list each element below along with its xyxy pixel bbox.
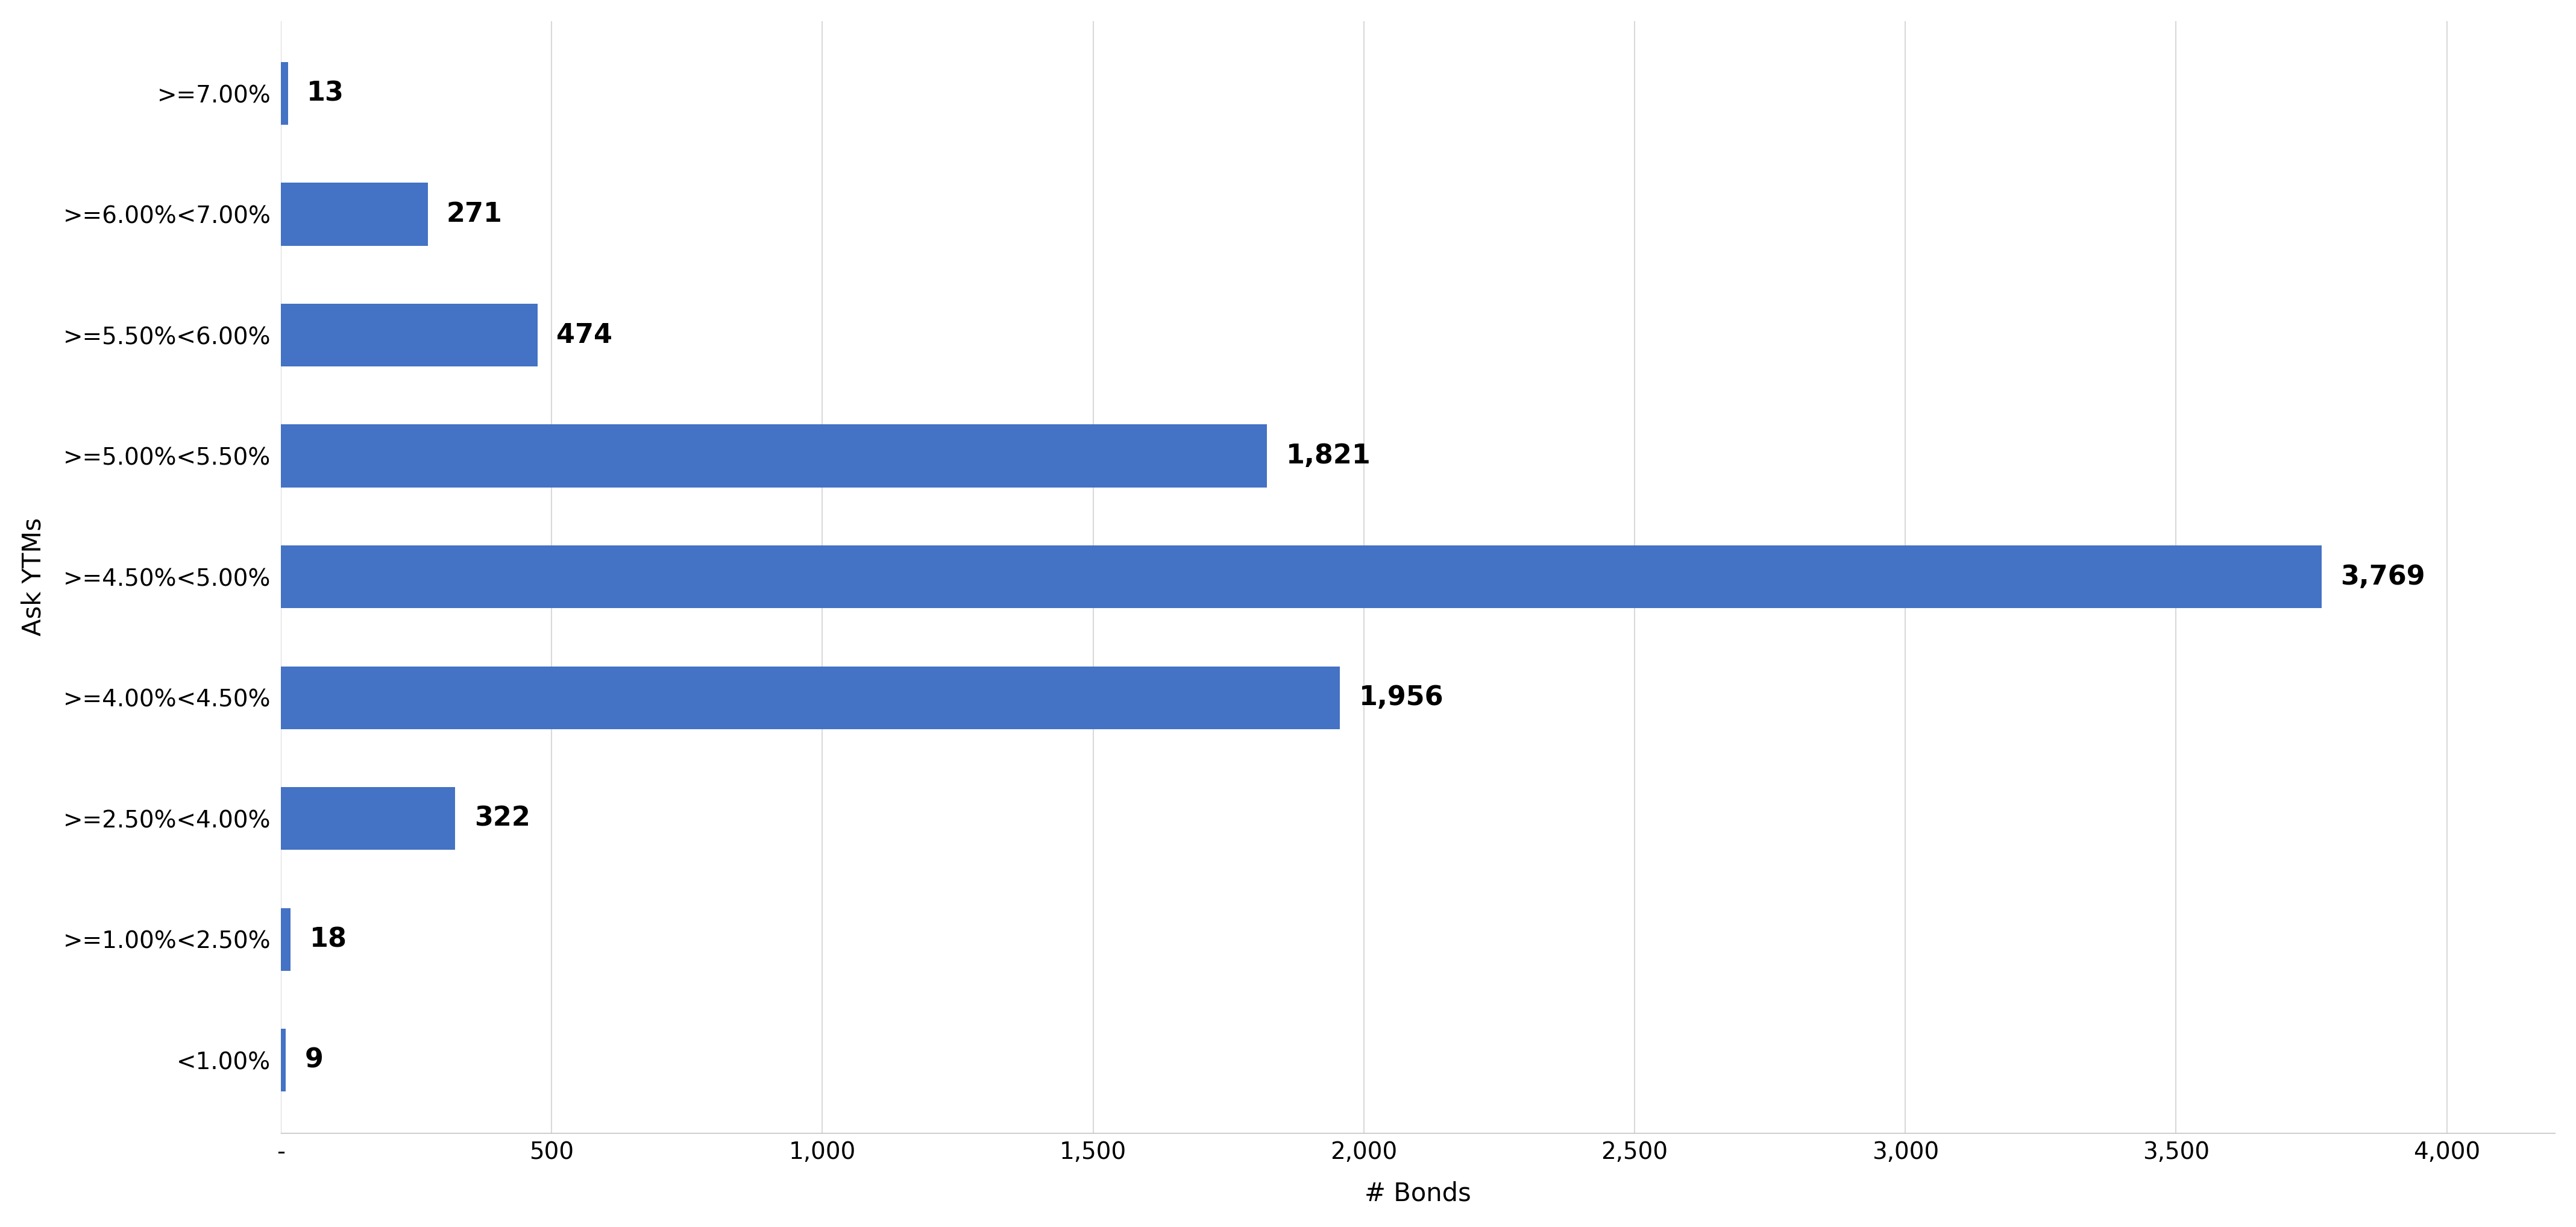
Bar: [281, 666, 1340, 729]
Text: 1,821: 1,821: [1285, 443, 1370, 469]
Text: 3,769: 3,769: [2342, 564, 2427, 590]
Bar: [281, 183, 428, 245]
Bar: [281, 304, 538, 367]
Bar: [281, 546, 2321, 609]
Text: 1,956: 1,956: [1360, 685, 1443, 710]
Bar: [281, 787, 456, 850]
Text: 474: 474: [556, 323, 613, 348]
Text: 13: 13: [307, 81, 345, 107]
Bar: [281, 63, 289, 125]
Text: 9: 9: [304, 1048, 325, 1074]
X-axis label: # Bonds: # Bonds: [1365, 1180, 1471, 1206]
Text: 271: 271: [446, 201, 502, 227]
Bar: [281, 1028, 286, 1092]
Bar: [281, 425, 1267, 487]
Text: 18: 18: [309, 926, 348, 952]
Bar: [281, 908, 291, 971]
Y-axis label: Ask YTMs: Ask YTMs: [21, 518, 46, 636]
Text: 322: 322: [474, 806, 531, 832]
